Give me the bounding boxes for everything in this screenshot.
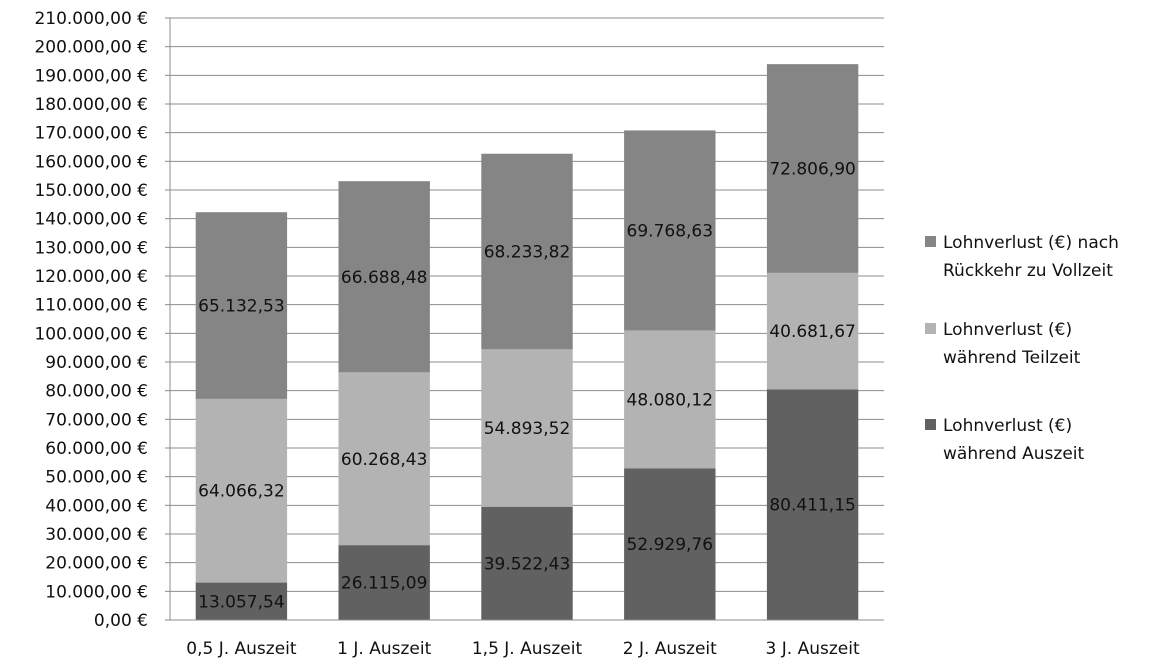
data-label: 54.893,52 — [484, 419, 571, 439]
legend-label: Lohnverlust (€) — [943, 320, 1072, 340]
y-tick-label: 30.000,00 € — [45, 525, 148, 545]
data-label: 60.268,43 — [341, 450, 428, 470]
data-label: 68.233,82 — [484, 243, 571, 263]
legend-label: Lohnverlust (€) — [943, 416, 1072, 436]
data-label: 48.080,12 — [627, 390, 714, 410]
y-tick-label: 110.000,00 € — [34, 296, 148, 316]
bar-segment — [338, 181, 430, 373]
x-tick-label: 2 J. Auszeit — [623, 639, 717, 659]
x-tick-label: 1 J. Auszeit — [337, 639, 431, 659]
y-tick-label: 130.000,00 € — [34, 238, 148, 258]
bar-segment — [481, 506, 573, 620]
data-label: 80.411,15 — [769, 496, 856, 516]
bar-segment — [195, 582, 288, 620]
y-tick-label: 210.000,00 € — [34, 9, 148, 29]
y-tick-label: 80.000,00 € — [45, 382, 148, 402]
legend: Lohnverlust (€) nach Rückkehr zu Vollzeit… — [925, 233, 1119, 464]
legend-label: während Auszeit — [943, 444, 1085, 464]
y-tick-label: 150.000,00 € — [34, 181, 148, 201]
y-tick-label: 180.000,00 € — [34, 95, 148, 115]
data-label: 26.115,09 — [341, 574, 428, 594]
legend-swatch — [925, 323, 936, 334]
y-tick-label: 60.000,00 € — [45, 439, 148, 459]
x-axis: 0,5 J. Auszeit 1 J. Auszeit 1,5 J. Auszeit… — [170, 619, 884, 659]
bar-segment — [195, 212, 288, 399]
y-tick-label: 50.000,00 € — [45, 468, 148, 488]
data-label: 65.132,53 — [198, 297, 285, 317]
bars: 13.057,54 64.066,32 65.132,53 26.115,09 60.2… — [195, 64, 859, 620]
data-label: 40.681,67 — [769, 322, 856, 342]
data-label: 39.522,43 — [484, 554, 571, 574]
bar-segment — [624, 468, 716, 620]
data-label: 13.057,54 — [198, 592, 285, 612]
y-tick-label: 90.000,00 € — [45, 353, 148, 373]
y-axis: 0,00 € 10.000,00 € 20.000,00 € 30.000,00 € 4… — [34, 9, 171, 631]
bar-segment — [481, 153, 573, 350]
legend-label: während Teilzeit — [943, 348, 1081, 368]
legend-swatch — [925, 236, 936, 247]
bar-segment — [481, 349, 573, 507]
y-tick-label: 170.000,00 € — [34, 124, 148, 144]
y-tick-label: 100.000,00 € — [34, 324, 148, 344]
legend-label: Rückkehr zu Vollzeit — [943, 261, 1113, 281]
y-tick-label: 0,00 € — [94, 611, 148, 631]
y-tick-label: 120.000,00 € — [34, 267, 148, 287]
y-tick-label: 20.000,00 € — [45, 554, 148, 574]
y-tick-label: 200.000,00 € — [34, 38, 148, 58]
x-tick-label: 0,5 J. Auszeit — [186, 639, 297, 659]
legend-label: Lohnverlust (€) nach — [943, 233, 1119, 253]
data-label: 72.806,90 — [769, 160, 856, 180]
y-tick-label: 160.000,00 € — [34, 152, 148, 172]
y-tick-label: 40.000,00 € — [45, 496, 148, 516]
bar-segment — [338, 545, 430, 620]
y-tick-label: 190.000,00 € — [34, 66, 148, 86]
bar-segment — [624, 330, 716, 469]
data-label: 69.768,63 — [627, 221, 714, 241]
x-tick-label: 1,5 J. Auszeit — [472, 639, 583, 659]
bar-segment — [624, 130, 716, 331]
y-tick-label: 70.000,00 € — [45, 410, 148, 430]
data-label: 52.929,76 — [627, 535, 714, 555]
bar-segment — [766, 389, 859, 620]
y-tick-label: 140.000,00 € — [34, 210, 148, 230]
data-label: 64.066,32 — [198, 482, 285, 502]
bar-segment — [766, 64, 859, 273]
bar-segment — [338, 372, 430, 546]
bar-segment — [195, 398, 288, 583]
x-tick-label: 3 J. Auszeit — [766, 639, 860, 659]
data-label: 66.688,48 — [341, 268, 428, 288]
legend-swatch — [925, 419, 936, 430]
y-tick-label: 10.000,00 € — [45, 582, 148, 602]
bar-segment — [766, 272, 859, 390]
